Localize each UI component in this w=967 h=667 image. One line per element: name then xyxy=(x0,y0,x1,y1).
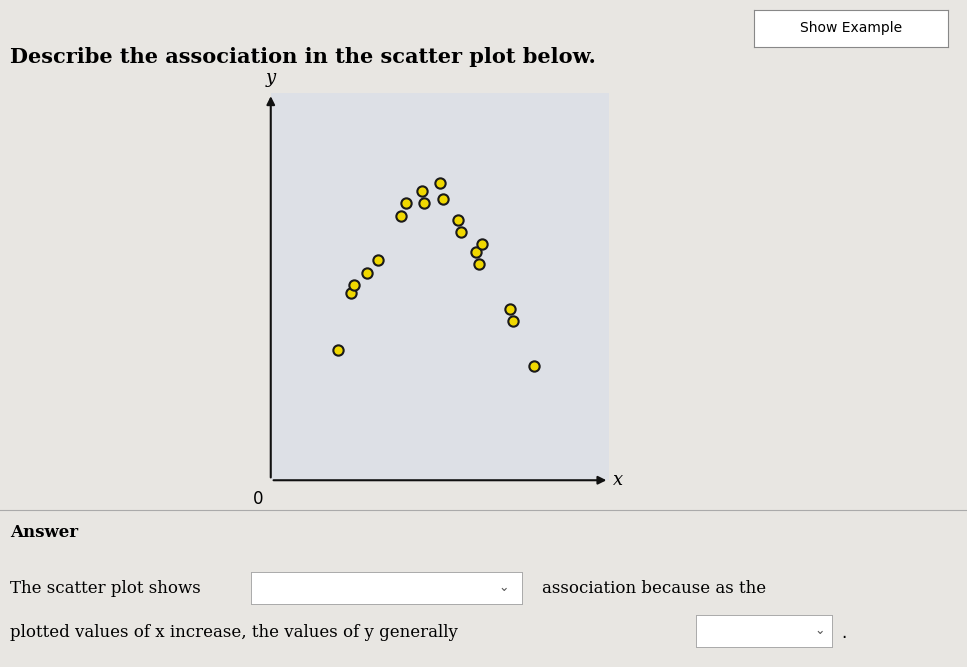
Text: ⌄: ⌄ xyxy=(814,624,825,638)
Point xyxy=(469,247,484,257)
Point xyxy=(394,210,409,221)
Point xyxy=(346,279,362,290)
Text: The scatter plot shows: The scatter plot shows xyxy=(10,580,200,597)
Point xyxy=(451,214,466,225)
Point xyxy=(471,259,486,269)
Text: .: . xyxy=(841,624,846,642)
Point xyxy=(474,239,489,249)
Point xyxy=(331,345,346,356)
Text: plotted values of x increase, the values of y generally: plotted values of x increase, the values… xyxy=(10,624,457,640)
Text: ⌄: ⌄ xyxy=(498,581,509,594)
Text: Show Example: Show Example xyxy=(800,21,902,35)
Point xyxy=(414,186,429,197)
Point xyxy=(526,361,542,372)
Point xyxy=(505,316,520,327)
Text: Answer: Answer xyxy=(10,524,77,540)
Point xyxy=(435,194,451,205)
Point xyxy=(432,177,448,188)
Text: association because as the: association because as the xyxy=(542,580,766,597)
Point xyxy=(454,227,469,237)
Text: y: y xyxy=(266,69,276,87)
Text: Describe the association in the scatter plot below.: Describe the association in the scatter … xyxy=(10,47,596,67)
Text: x: x xyxy=(613,472,624,489)
Point xyxy=(369,255,385,265)
Point xyxy=(503,304,518,315)
Point xyxy=(343,287,359,298)
Point xyxy=(360,267,375,278)
Point xyxy=(417,198,432,209)
Point xyxy=(398,198,414,209)
Text: 0: 0 xyxy=(252,490,263,508)
